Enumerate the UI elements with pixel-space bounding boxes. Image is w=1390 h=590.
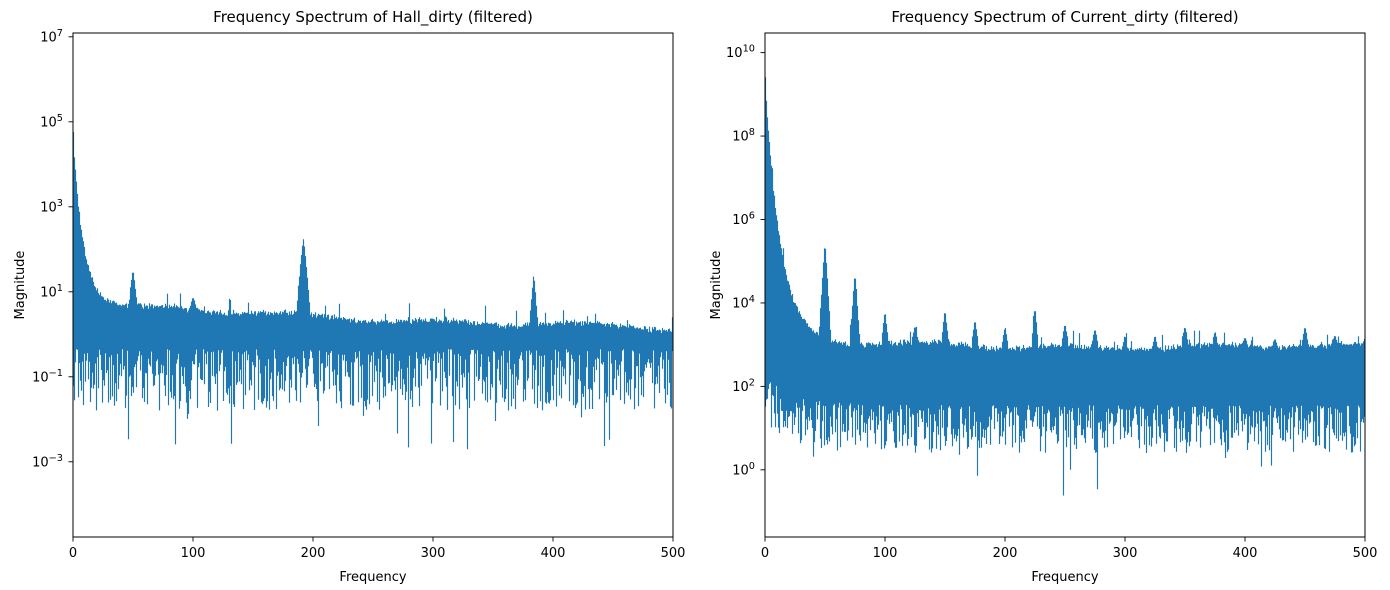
x-tick-label: 400 bbox=[541, 546, 566, 561]
y-tick-label: 108 bbox=[732, 127, 755, 145]
left-xaxis-label: Frequency bbox=[339, 570, 406, 585]
axes-frame bbox=[764, 32, 1366, 538]
y-tick-label: 103 bbox=[40, 198, 63, 216]
x-tick-label: 0 bbox=[69, 546, 77, 561]
y-tick-label: 100 bbox=[732, 461, 755, 479]
y-tick-label: 107 bbox=[40, 28, 63, 46]
right-yaxis-label: Magnitude bbox=[709, 251, 724, 320]
y-tick-label: 101 bbox=[40, 283, 63, 301]
y-tick-label: 106 bbox=[732, 210, 755, 228]
y-tick-label: 102 bbox=[732, 377, 755, 395]
right-plot-title: Frequency Spectrum of Current_dirty (fil… bbox=[891, 8, 1238, 27]
spectrum-line bbox=[72, 132, 674, 450]
left-spectrum-plot: 0 100 200 300 400 500 107 105 103 101 10−1 10−3 bbox=[32, 28, 685, 561]
x-tick-label: 200 bbox=[993, 546, 1018, 561]
y-tick-label: 104 bbox=[732, 294, 755, 312]
x-tick-label: 100 bbox=[873, 546, 898, 561]
spectrum-line bbox=[764, 77, 1366, 496]
x-tick-label: 100 bbox=[181, 546, 206, 561]
x-tick-label: 200 bbox=[301, 546, 326, 561]
x-tick-label: 400 bbox=[1233, 546, 1258, 561]
x-tick-label: 300 bbox=[421, 546, 446, 561]
x-tick-label: 0 bbox=[761, 546, 769, 561]
x-tick-label: 500 bbox=[661, 546, 686, 561]
axes-frame bbox=[72, 32, 674, 538]
x-tick-label: 500 bbox=[1353, 546, 1378, 561]
right-xaxis-label: Frequency bbox=[1031, 570, 1098, 585]
left-plot-title: Frequency Spectrum of Hall_dirty (filter… bbox=[213, 8, 533, 27]
y-tick-label: 10−3 bbox=[32, 453, 63, 471]
y-tick-label: 1010 bbox=[726, 44, 755, 62]
y-tick-label: 10−1 bbox=[32, 368, 63, 386]
right-spectrum-plot: 0 100 200 300 400 500 1010 108 106 104 102 100 bbox=[726, 32, 1378, 561]
x-tick-label: 300 bbox=[1113, 546, 1138, 561]
left-yaxis-label: Magnitude bbox=[13, 251, 28, 320]
y-tick-label: 105 bbox=[40, 113, 63, 131]
